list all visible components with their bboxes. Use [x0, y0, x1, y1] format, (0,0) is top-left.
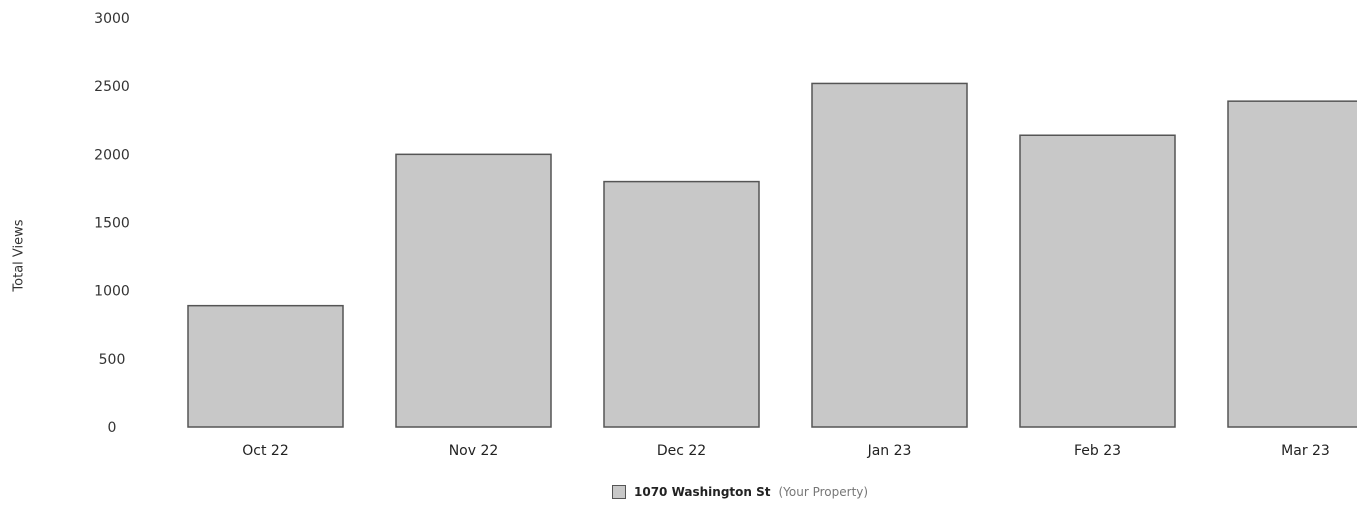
- x-tick-label: Nov 22: [449, 443, 499, 459]
- legend[interactable]: 1070 Washington St (Your Property): [612, 485, 868, 499]
- y-axis-label-text: Total Views: [11, 218, 27, 292]
- legend-swatch-icon: [612, 485, 626, 499]
- y-axis-label: Total Views: [4, 200, 34, 310]
- y-tick-label: 0: [108, 420, 117, 436]
- y-tick-label: 3000: [94, 11, 130, 27]
- x-tick-label: Jan 23: [867, 443, 912, 459]
- x-tick-label: Dec 22: [657, 443, 706, 459]
- y-tick-label: 2000: [94, 147, 130, 163]
- y-tick-label: 500: [99, 352, 126, 368]
- x-tick-label: Feb 23: [1074, 443, 1121, 459]
- y-tick-label: 2500: [94, 79, 130, 95]
- bar: [187, 304, 344, 428]
- bar: [811, 82, 968, 428]
- bar: [1227, 100, 1357, 428]
- legend-series-suffix: (Your Property): [778, 485, 869, 499]
- bar: [603, 180, 760, 428]
- x-tick-label: Oct 22: [242, 443, 288, 459]
- y-tick-label: 1500: [94, 216, 130, 232]
- bar: [1019, 134, 1176, 428]
- legend-series-name: 1070 Washington St: [634, 485, 771, 499]
- y-tick-label: 1000: [94, 284, 130, 300]
- bar: [395, 153, 552, 428]
- x-tick-label: Mar 23: [1281, 443, 1330, 459]
